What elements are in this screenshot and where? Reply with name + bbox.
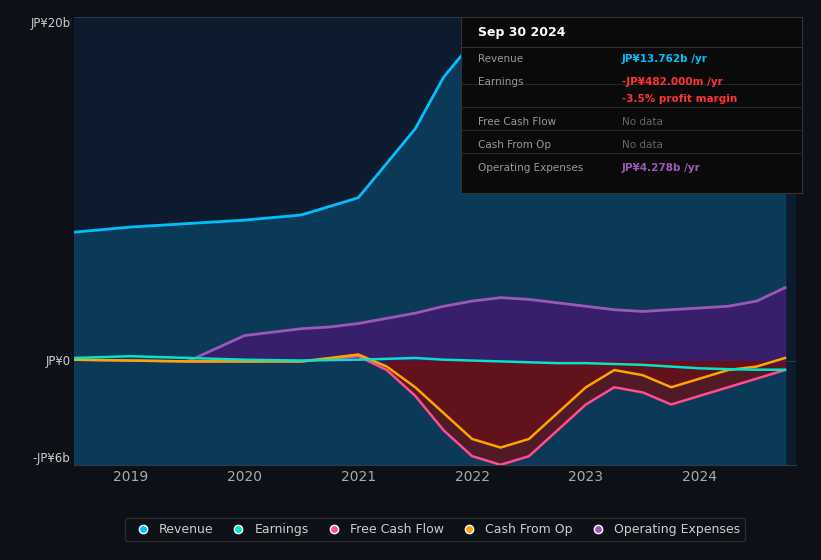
Legend: Revenue, Earnings, Free Cash Flow, Cash From Op, Operating Expenses: Revenue, Earnings, Free Cash Flow, Cash …	[125, 519, 745, 542]
Text: JP¥0: JP¥0	[45, 355, 71, 368]
Text: Cash From Op: Cash From Op	[479, 141, 552, 150]
Text: No data: No data	[621, 118, 663, 127]
Text: Operating Expenses: Operating Expenses	[479, 163, 584, 173]
Text: Revenue: Revenue	[479, 54, 524, 64]
Text: JP¥13.762b /yr: JP¥13.762b /yr	[621, 54, 708, 64]
Text: JP¥4.278b /yr: JP¥4.278b /yr	[621, 163, 700, 173]
Text: JP¥20b: JP¥20b	[30, 17, 71, 30]
Text: No data: No data	[621, 141, 663, 150]
Text: Earnings: Earnings	[479, 77, 524, 87]
Text: Free Cash Flow: Free Cash Flow	[479, 118, 557, 127]
Text: -JP¥6b: -JP¥6b	[33, 452, 71, 465]
Text: -JP¥482.000m /yr: -JP¥482.000m /yr	[621, 77, 722, 87]
Text: -3.5% profit margin: -3.5% profit margin	[621, 95, 736, 104]
Text: Sep 30 2024: Sep 30 2024	[479, 26, 566, 39]
